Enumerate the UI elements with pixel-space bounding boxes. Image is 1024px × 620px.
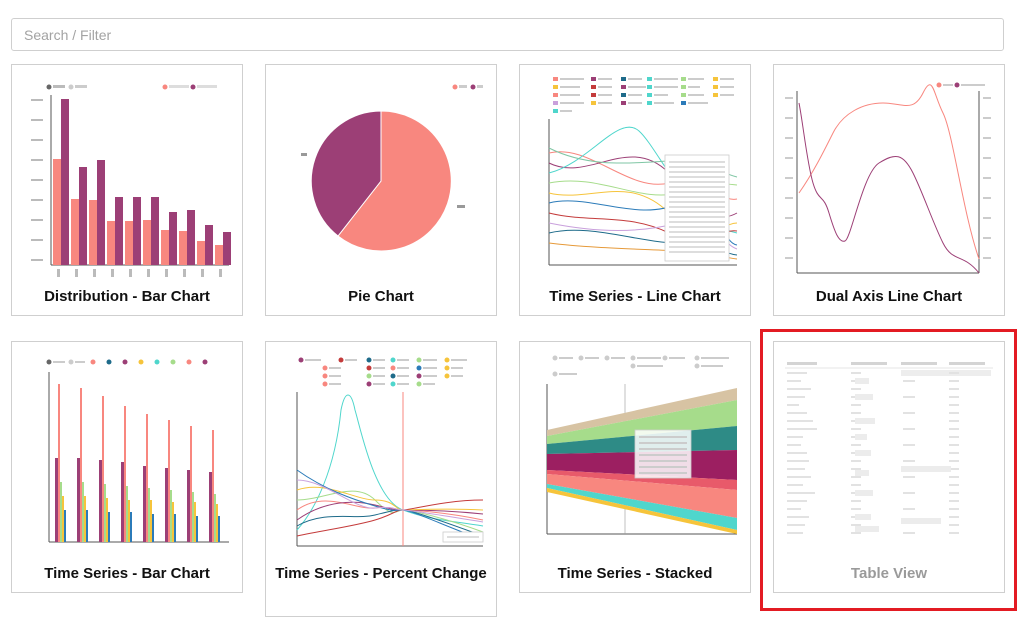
bar-chart-thumbnail-icon — [31, 84, 231, 277]
line-chart-thumbnail-icon — [548, 77, 738, 266]
dual-axis-line-chart-thumbnail-icon — [785, 82, 991, 274]
pie-chart-thumbnail-icon — [301, 84, 483, 252]
chart-card-label: Time Series - Percent Change — [275, 565, 487, 582]
chart-card-time-series-percent-change[interactable]: Time Series - Percent Change — [265, 341, 497, 617]
chart-card-label: Table View — [850, 565, 928, 582]
chart-card-label: Dual Axis Line Chart — [815, 288, 963, 305]
search-filter-input[interactable] — [11, 18, 1004, 51]
chart-card-dual-axis-line[interactable]: Dual Axis Line Chart — [773, 64, 1005, 316]
chart-card-label: Time Series - Line Chart — [549, 288, 721, 305]
stacked-area-chart-thumbnail-icon — [546, 355, 737, 535]
chart-card-label: Distribution - Bar Chart — [44, 288, 210, 305]
chart-card-distribution-bar[interactable]: Distribution - Bar Chart — [11, 64, 243, 316]
chart-card-table-view[interactable]: Table View — [773, 341, 1005, 593]
chart-card-time-series-line[interactable]: Time Series - Line Chart — [519, 64, 751, 316]
percent-change-chart-thumbnail-icon — [296, 357, 484, 547]
chart-card-time-series-bar[interactable]: Time Series - Bar Chart — [11, 341, 243, 593]
chart-card-label: Pie Chart — [348, 288, 414, 305]
chart-card-time-series-stacked[interactable]: Time Series - Stacked — [519, 341, 751, 593]
chart-card-pie[interactable]: Pie Chart — [265, 64, 497, 316]
chart-card-label: Time Series - Bar Chart — [44, 565, 210, 582]
time-series-bar-chart-thumbnail-icon — [46, 359, 229, 543]
chart-card-label: Time Series - Stacked — [557, 565, 713, 582]
table-view-thumbnail-icon — [785, 362, 993, 534]
